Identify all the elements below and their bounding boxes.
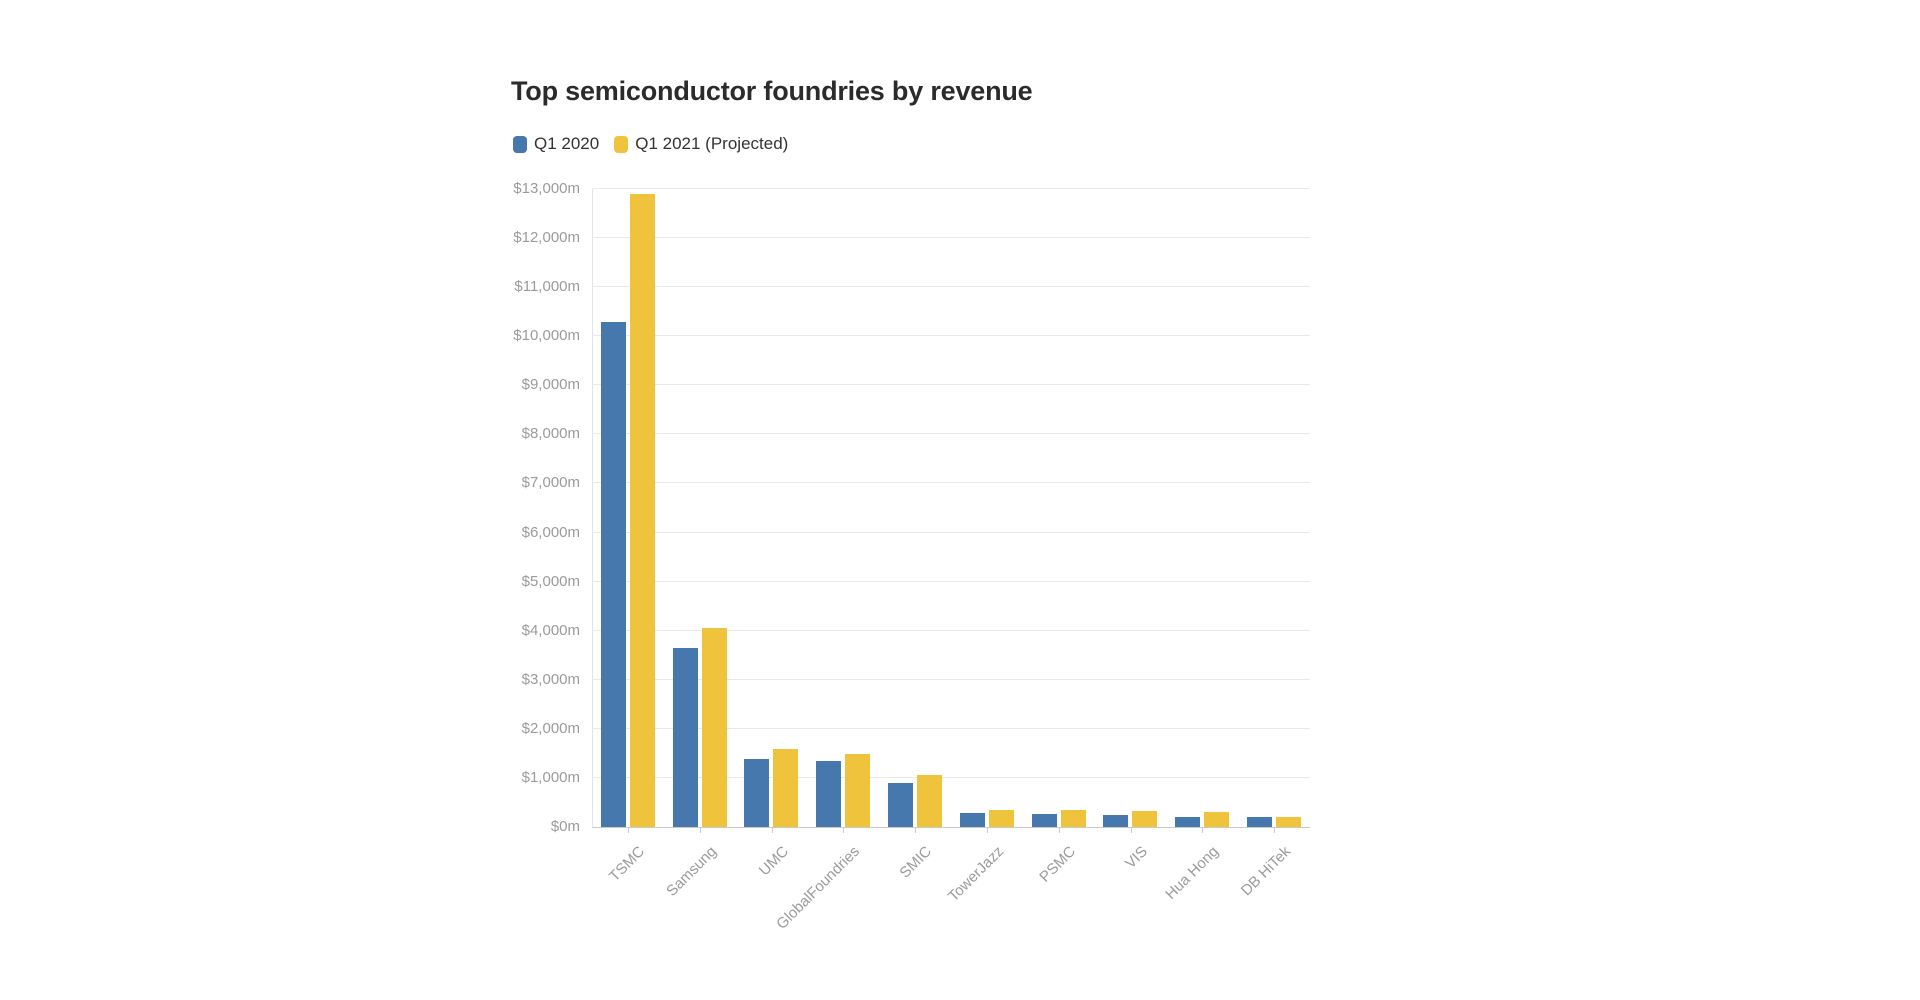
y-axis-label: $2,000m: [521, 719, 580, 737]
grid-line: [592, 482, 1310, 484]
bar-group: [664, 628, 736, 827]
y-axis-label: $0m: [550, 818, 580, 835]
y-axis-label: $5,000m: [521, 572, 580, 590]
y-axis-line: [592, 189, 593, 827]
grid-line: [592, 629, 1310, 631]
x-axis-tick: [1130, 827, 1132, 833]
bar-q1-2021-projected: [1132, 810, 1158, 827]
legend-item-label: Q1 2020: [534, 134, 600, 153]
bar-q1-2020: [959, 812, 985, 827]
bar-group: [1095, 810, 1167, 827]
x-axis-tick: [699, 827, 701, 833]
x-axis-label: SMIC: [896, 843, 936, 882]
y-axis-label: $11,000m: [514, 278, 580, 296]
bar-q1-2021-projected: [917, 774, 943, 827]
y-axis-label: $8,000m: [521, 425, 580, 443]
bar-group: [1023, 810, 1095, 827]
bar-q1-2020: [744, 758, 770, 827]
bar-group: [1238, 816, 1310, 827]
grid-line: [592, 678, 1310, 680]
x-axis-label: PSMC: [1036, 843, 1079, 886]
y-axis-label: $4,000m: [521, 621, 580, 639]
x-axis-tick: [915, 827, 917, 833]
y-axis-label: $10,000m: [513, 327, 580, 345]
bar-q1-2021-projected: [1060, 810, 1086, 827]
bar-q1-2021-projected: [701, 628, 727, 827]
x-axis-tick: [1202, 827, 1204, 833]
x-axis-tick: [986, 827, 988, 833]
grid-line: [592, 286, 1310, 288]
y-axis-label: $12,000m: [513, 229, 580, 247]
chart-title: Top semiconductor foundries by revenue: [511, 76, 1033, 106]
bar-q1-2020: [1103, 814, 1129, 827]
bar-q1-2021-projected: [773, 748, 799, 827]
chart-legend: Q1 2020 Q1 2021 (Projected): [513, 134, 788, 154]
bar-q1-2020: [600, 321, 626, 827]
x-axis-tick: [1058, 827, 1060, 833]
x-axis-tick: [1274, 827, 1276, 833]
bar-q1-2021-projected: [1204, 811, 1230, 827]
bar-group: [1166, 811, 1238, 827]
legend-item: Q1 2020: [513, 134, 599, 154]
x-axis-tick: [627, 827, 629, 833]
legend-item-label: Q1 2021 (Projected): [635, 134, 789, 153]
bar-group: [951, 809, 1023, 827]
y-axis-label: $9,000m: [521, 376, 580, 394]
bar-q1-2020: [816, 760, 842, 827]
x-axis-label: UMC: [755, 843, 792, 880]
bar-group: [736, 748, 808, 827]
y-axis-label: $6,000m: [521, 523, 580, 541]
grid-line: [592, 384, 1310, 386]
bar-q1-2020: [888, 782, 914, 827]
x-axis-tick: [843, 827, 845, 833]
grid-line: [592, 433, 1310, 435]
y-axis-label: $7,000m: [521, 474, 580, 492]
bar-q1-2021-projected: [845, 754, 871, 827]
grid-line: [592, 580, 1310, 582]
legend-swatch: [513, 135, 527, 153]
x-axis-label: DB HiTek: [1237, 843, 1295, 900]
x-axis-label: VIS: [1121, 843, 1151, 873]
x-axis-label: TowerJazz: [944, 843, 1007, 906]
bar-q1-2020: [1175, 816, 1201, 827]
grid-line: [592, 237, 1310, 239]
x-axis-baseline: [592, 827, 1310, 828]
bar-group: [807, 754, 879, 827]
grid-line: [592, 776, 1310, 778]
y-axis-label: $13,000m: [513, 180, 580, 197]
bar-q1-2020: [1247, 817, 1273, 827]
y-axis-label: $1,000m: [521, 768, 580, 786]
legend-item: Q1 2021 (Projected): [614, 134, 788, 154]
bar-q1-2021-projected: [629, 193, 655, 827]
bar-group: [592, 193, 664, 827]
x-axis-label: Samsung: [662, 843, 720, 900]
x-axis-label: GlobalFoundries: [773, 843, 864, 933]
legend-swatch: [614, 135, 629, 153]
bar-group: [879, 774, 951, 827]
x-axis-tick: [771, 827, 773, 833]
grid-line: [592, 335, 1310, 337]
bar-q1-2021-projected: [1276, 816, 1302, 827]
x-axis-label: Hua Hong: [1162, 843, 1223, 903]
bar-q1-2021-projected: [988, 809, 1014, 827]
grid-line: [592, 727, 1310, 729]
grid-line: [592, 188, 1310, 189]
bar-q1-2020: [1031, 813, 1057, 827]
y-axis-label: $3,000m: [521, 670, 580, 688]
x-axis-label: TSMC: [605, 843, 648, 886]
plot-area: $0m $1,000m $2,000m $3,000m $4,000m $5,000m $6…: [513, 180, 1310, 933]
grid-line: [592, 531, 1310, 533]
bar-q1-2020: [672, 647, 698, 827]
